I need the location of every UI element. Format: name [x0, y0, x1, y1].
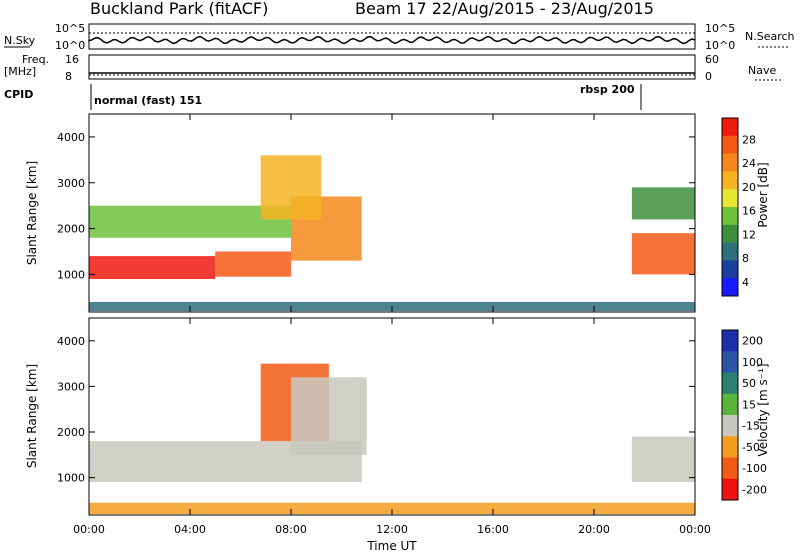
x-tick-label: 16:00 [477, 523, 509, 536]
colorbar-tick-label: 50 [742, 377, 756, 390]
colorbar-swatch [722, 153, 738, 172]
colorbar-swatch [722, 260, 738, 279]
colorbar-swatch [722, 278, 738, 297]
power-band-3 [89, 205, 291, 238]
x-tick-label: 12:00 [376, 523, 408, 536]
power-colorbar: 28 24 20 16 12 8 4 [721, 117, 756, 297]
colorbar-tick-label: 12 [742, 228, 756, 241]
colorbar-frame [721, 329, 739, 501]
colorbar-tick-label: 15 [742, 398, 756, 411]
colorbar-swatch [722, 372, 738, 395]
y-tick-label: 3000 [57, 380, 85, 393]
y-tick-label: 2000 [57, 426, 85, 439]
colorbar-tick-label: 100 [742, 356, 763, 369]
colorbar-swatch [722, 224, 738, 244]
y-tick-label: 4000 [57, 335, 85, 348]
colorbar-tick-label: 28 [742, 133, 756, 146]
cpid-segment-normal: normal (fast) 151 [94, 94, 202, 107]
colorbar-swatch [722, 436, 738, 458]
velocity-band-4 [89, 502, 695, 515]
velocity-colorbar: 200 100 50 15 -15 -50 -100 -200 [721, 329, 767, 501]
nsky-tick-low: 10^0 [55, 39, 85, 52]
colorbar-tick-label: -15 [742, 420, 760, 433]
freq-tick-high: 16 [65, 53, 79, 66]
colorbar-swatch [722, 351, 738, 373]
noise-panel [88, 23, 696, 50]
colorbar-tick-label: 20 [742, 181, 756, 194]
beam-date-title: Beam 17 22/Aug/2015 - 23/Aug/2015 [355, 0, 654, 18]
colorbar-tick-label: 200 [742, 335, 763, 348]
x-axis-label: Time UT [366, 539, 417, 553]
velocity-colorbar-label: Velocity [m s⁻¹] [756, 363, 770, 456]
colorbar-tick-label: 24 [742, 157, 756, 170]
colorbar-tick-label: 16 [742, 205, 756, 218]
y-tick-label: 1000 [57, 268, 85, 281]
freq-label-1: Freq. [22, 53, 49, 66]
nsky-label: N.Sky [4, 34, 36, 47]
colorbar-swatch [722, 135, 738, 155]
station-title: Buckland Park (fitACF) [90, 0, 268, 18]
power-band-4 [260, 155, 322, 220]
colorbar-swatch [722, 330, 738, 352]
power-band-6 [631, 187, 695, 220]
y-tick-label: 4000 [57, 131, 85, 144]
nave-tick-low: 0 [705, 70, 712, 83]
power-y-axis: 4000 3000 2000 1000 [57, 131, 695, 281]
colorbar-swatch [722, 189, 738, 208]
power-band-5 [631, 233, 695, 275]
y-tick-label: 1000 [57, 472, 85, 485]
velocity-band-2 [291, 377, 367, 455]
freq-label-2: [MHz] [4, 65, 36, 78]
colorbar-swatch [722, 118, 738, 137]
freq-tick-low: 8 [65, 70, 72, 83]
nsky-trace [88, 35, 696, 45]
colorbar-frame [721, 117, 739, 297]
colorbar-swatch [722, 478, 738, 501]
velocity-plot-frame [88, 317, 696, 516]
cpid-label: CPID [4, 88, 33, 101]
nsearch-tick-high: 10^5 [705, 22, 735, 35]
colorbar-swatch [722, 415, 738, 437]
x-tick-label: 20:00 [578, 523, 610, 536]
velocity-heatmap [89, 363, 695, 515]
power-band-0 [89, 256, 216, 279]
velocity-y-label: Slant Range [km] [25, 364, 39, 468]
nave-label: Nave [748, 64, 776, 77]
nsearch-label: N.Search [745, 30, 795, 43]
time-axis: 00:00 04:00 08:00 12:00 16:00 20:00 00:00 [73, 114, 711, 536]
colorbar-tick-label: 4 [742, 276, 749, 289]
x-tick-label: 04:00 [174, 523, 206, 536]
colorbar-tick-label: 8 [742, 252, 749, 265]
velocity-band-3 [631, 436, 695, 483]
power-heatmap [89, 155, 695, 312]
colorbar-tick-label: -50 [742, 441, 760, 454]
x-tick-label: 08:00 [275, 523, 307, 536]
velocity-y-axis: 4000 3000 2000 1000 [57, 335, 695, 485]
nave-tick-high: 60 [705, 53, 719, 66]
colorbar-swatch [722, 393, 738, 416]
y-tick-label: 2000 [57, 223, 85, 236]
power-y-label: Slant Range [km] [25, 161, 39, 265]
power-band-1 [215, 251, 291, 277]
x-tick-label: 00:00 [73, 523, 105, 536]
y-tick-label: 3000 [57, 177, 85, 190]
colorbar-tick-label: -100 [742, 462, 767, 475]
colorbar-swatch [722, 171, 738, 190]
power-colorbar-label: Power [dB] [756, 162, 770, 227]
nsearch-tick-low: 10^0 [705, 39, 735, 52]
colorbar-swatch [722, 242, 738, 261]
freq-panel [88, 54, 696, 80]
x-tick-label: 00:00 [679, 523, 711, 536]
colorbar-swatch [722, 457, 738, 480]
cpid-segment-rbsp: rbsp 200 [580, 83, 635, 96]
nsky-tick-high: 10^5 [55, 22, 85, 35]
colorbar-swatch [722, 207, 738, 226]
noise-trace [88, 32, 696, 45]
colorbar-tick-label: -200 [742, 483, 767, 496]
